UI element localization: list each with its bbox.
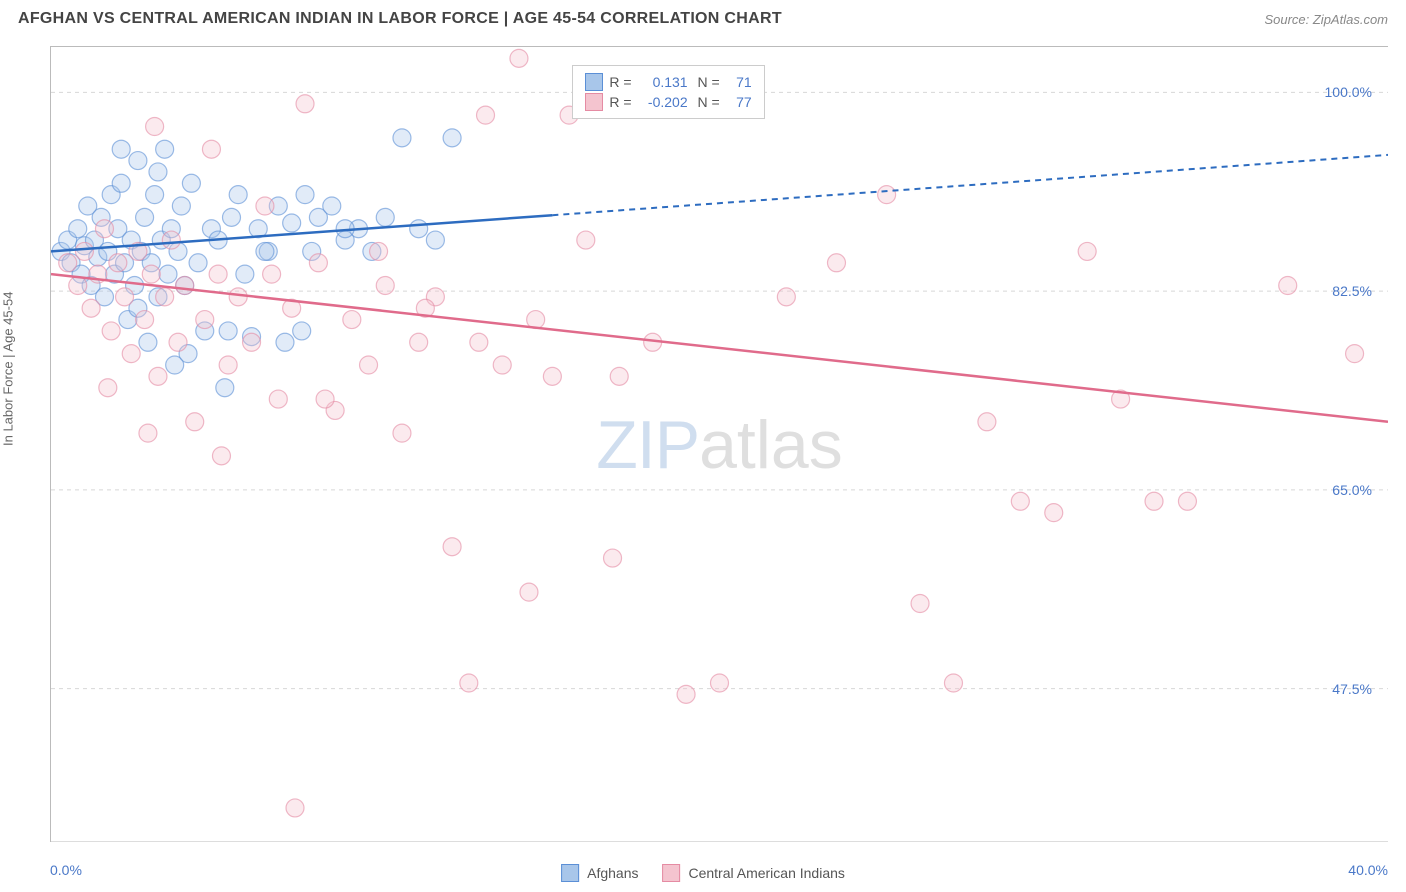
y-tick-label: 47.5% xyxy=(1332,681,1372,697)
r-value: -0.202 xyxy=(638,94,688,110)
n-value: 71 xyxy=(726,74,752,90)
r-label: R = xyxy=(609,74,631,90)
legend-label: Central American Indians xyxy=(688,865,844,881)
chart-header: AFGHAN VS CENTRAL AMERICAN INDIAN IN LAB… xyxy=(0,0,1406,36)
r-value: 0.131 xyxy=(638,74,688,90)
n-label: N = xyxy=(694,94,720,110)
n-value: 77 xyxy=(726,94,752,110)
y-axis-label: In Labor Force | Age 45-54 xyxy=(1,292,16,446)
y-tick-label: 65.0% xyxy=(1332,482,1372,498)
n-label: N = xyxy=(694,74,720,90)
y-tick-label: 100.0% xyxy=(1325,84,1372,100)
legend-item: Central American Indians xyxy=(662,864,844,882)
legend-swatch xyxy=(561,864,579,882)
legend-label: Afghans xyxy=(587,865,638,881)
x-axis-min-label: 0.0% xyxy=(50,862,82,878)
stats-row: R = 0.131 N = 71 xyxy=(585,73,751,91)
correlation-stats-box: R = 0.131 N = 71 R = -0.202 N = 77 xyxy=(572,65,764,119)
scatter-plot xyxy=(51,47,1388,842)
legend-swatch xyxy=(662,864,680,882)
chart-legend: Afghans Central American Indians xyxy=(561,864,845,882)
x-axis-max-label: 40.0% xyxy=(1348,862,1388,878)
chart-title: AFGHAN VS CENTRAL AMERICAN INDIAN IN LAB… xyxy=(18,10,782,28)
y-tick-label: 82.5% xyxy=(1332,283,1372,299)
series-swatch xyxy=(585,93,603,111)
legend-item: Afghans xyxy=(561,864,638,882)
stats-row: R = -0.202 N = 77 xyxy=(585,93,751,111)
chart-area: ZIPatlas R = 0.131 N = 71 R = -0.202 N =… xyxy=(50,46,1388,842)
chart-source: Source: ZipAtlas.com xyxy=(1264,12,1388,27)
r-label: R = xyxy=(609,94,631,110)
series-swatch xyxy=(585,73,603,91)
